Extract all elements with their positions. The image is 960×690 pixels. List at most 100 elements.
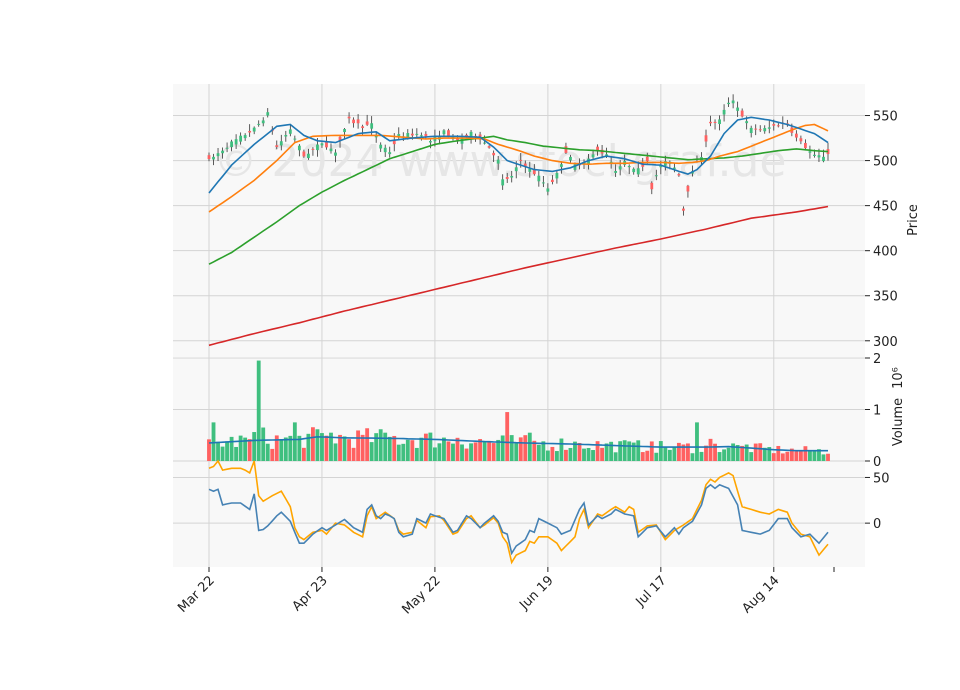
volume-bar <box>225 441 229 461</box>
x-tick-label: Jun 19 <box>516 573 556 613</box>
volume-bar <box>455 437 460 461</box>
candle-body <box>591 154 595 158</box>
ma-200-line <box>208 205 829 347</box>
volume-bar <box>432 447 437 461</box>
volume-bar <box>464 448 469 461</box>
candle-body <box>564 146 568 153</box>
volume-bar <box>708 438 713 461</box>
candle-body <box>343 129 346 133</box>
volume-bar <box>315 429 320 461</box>
volume-bar <box>310 427 315 461</box>
volume-bar <box>252 432 257 461</box>
candle-body <box>682 208 685 211</box>
candle-body <box>505 176 509 179</box>
volume-bar <box>559 438 564 461</box>
oscillator-layer <box>208 459 829 565</box>
candle-body <box>573 164 577 170</box>
candle-body <box>275 145 279 147</box>
volume-bar <box>762 447 767 461</box>
volume-bar <box>808 451 812 461</box>
volume-bar <box>591 450 595 461</box>
volume-tick-label: 2 <box>873 352 881 367</box>
candle-body <box>383 147 387 153</box>
candle-body <box>406 133 410 138</box>
volume-bar <box>690 453 695 461</box>
volume-bar <box>631 442 636 461</box>
candle-body <box>740 110 744 117</box>
candle-body <box>234 139 238 145</box>
candle-body <box>654 175 658 177</box>
volume-bar <box>428 432 433 461</box>
volume-bar <box>279 439 284 461</box>
candle-body <box>460 138 464 144</box>
candle-body <box>822 156 825 162</box>
candle-body <box>487 146 491 148</box>
volume-bar <box>798 451 803 461</box>
volume-bar <box>817 449 821 461</box>
candle-body <box>469 131 473 137</box>
volume-bar <box>803 446 808 461</box>
volume-bar <box>419 437 424 461</box>
volume-bar <box>545 450 550 461</box>
x-tick-label: Aug 14 <box>739 573 782 616</box>
volume-bar <box>717 452 722 461</box>
volume-bar <box>595 441 600 461</box>
volume-bar <box>473 442 478 461</box>
volume-bar <box>360 434 365 461</box>
volume-bar <box>573 441 577 461</box>
candle-body <box>555 172 559 179</box>
candle-body <box>266 112 270 116</box>
candle-body <box>636 168 640 175</box>
candle-body <box>288 129 292 134</box>
volume-bar <box>478 439 483 461</box>
volume-bar <box>672 446 677 461</box>
volume-bar <box>613 452 618 461</box>
volume-bar <box>238 435 243 461</box>
candle-body <box>614 171 618 173</box>
candle-body <box>804 142 807 149</box>
candle-body <box>230 141 233 148</box>
ma-short-line <box>208 116 829 194</box>
volume-bar <box>699 451 704 461</box>
price-layer <box>207 94 830 347</box>
volume-bar <box>342 436 347 461</box>
candle-body <box>415 133 419 135</box>
volume-bar <box>541 441 546 461</box>
candle-body <box>492 152 496 156</box>
volume-bar <box>586 447 591 461</box>
volume-bar <box>735 445 740 461</box>
volume-bar <box>645 450 650 461</box>
candle-body <box>560 164 563 167</box>
x-tick-label: May 22 <box>400 573 444 617</box>
volume-bar <box>437 443 442 461</box>
grid-lines <box>173 84 865 567</box>
candle-body <box>763 128 767 132</box>
volume-bar <box>618 441 623 461</box>
volume-bar <box>383 432 388 461</box>
candle-body <box>207 155 211 160</box>
volume-bar <box>577 442 582 461</box>
candle-body <box>663 161 667 166</box>
volume-bar <box>378 429 383 461</box>
candle-body <box>216 153 220 157</box>
volume-bar <box>514 443 519 461</box>
volume-bar <box>812 450 817 461</box>
volume-bar <box>527 432 532 461</box>
volume-bar <box>654 452 659 461</box>
volume-bar <box>387 436 392 461</box>
volume-bar <box>261 427 266 461</box>
ma-long-line <box>208 135 829 265</box>
candle-body <box>397 134 401 137</box>
volume-bar <box>505 412 510 461</box>
volume-layer <box>207 360 830 461</box>
volume-bar <box>713 443 717 461</box>
candle-body <box>523 163 527 167</box>
candle-body <box>618 166 622 170</box>
candle-body <box>442 130 446 135</box>
candle-body <box>316 144 319 151</box>
candle-body <box>388 152 392 155</box>
volume-bar <box>482 441 487 461</box>
candle-body <box>279 141 283 146</box>
candle-body <box>221 150 224 154</box>
volume-bar <box>288 435 293 461</box>
